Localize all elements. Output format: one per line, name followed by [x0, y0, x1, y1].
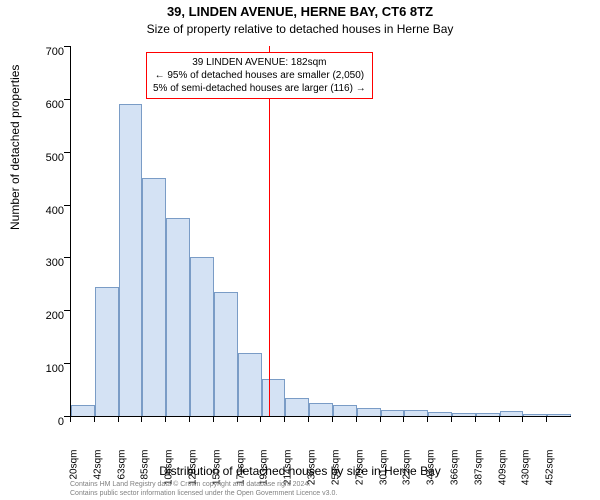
annotation-line-2: ← 95% of detached houses are smaller (2,…	[153, 69, 366, 82]
histogram-bar	[333, 405, 357, 416]
y-tick-label: 100	[30, 363, 64, 375]
x-tick-mark	[332, 416, 333, 422]
x-tick-mark	[70, 416, 71, 422]
y-tick-mark	[64, 310, 70, 311]
x-tick-mark	[94, 416, 95, 422]
x-tick-mark	[284, 416, 285, 422]
histogram-bar	[476, 413, 500, 416]
histogram-bar	[71, 405, 95, 416]
y-tick-label: 700	[30, 46, 64, 58]
y-tick-label: 200	[30, 310, 64, 322]
y-axis-label: Number of detached properties	[8, 65, 22, 230]
y-tick-mark	[64, 99, 70, 100]
y-tick-label: 300	[30, 257, 64, 269]
x-tick-mark	[118, 416, 119, 422]
histogram-bar	[547, 414, 571, 416]
annotation-line-1: 39 LINDEN AVENUE: 182sqm	[153, 56, 366, 69]
histogram-bar	[166, 218, 190, 416]
chart-container: 39, LINDEN AVENUE, HERNE BAY, CT6 8TZ Si…	[0, 0, 600, 500]
x-tick-mark	[499, 416, 500, 422]
y-tick-label: 400	[30, 205, 64, 217]
x-tick-mark	[260, 416, 261, 422]
histogram-bar	[404, 410, 428, 416]
x-tick-mark	[165, 416, 166, 422]
chart-subtitle: Size of property relative to detached ho…	[0, 22, 600, 36]
histogram-bar	[309, 403, 333, 416]
plot-area: 39 LINDEN AVENUE: 182sqm ← 95% of detach…	[70, 46, 571, 417]
histogram-bar	[214, 292, 238, 416]
histogram-bar	[119, 104, 143, 416]
reference-line	[269, 46, 270, 416]
histogram-bar	[285, 398, 309, 417]
histogram-bar	[142, 178, 166, 416]
y-tick-label: 600	[30, 99, 64, 111]
x-tick-mark	[213, 416, 214, 422]
histogram-bar	[381, 410, 405, 416]
x-tick-mark	[356, 416, 357, 422]
x-tick-mark	[189, 416, 190, 422]
histogram-bar	[452, 413, 476, 416]
histogram-bar	[190, 257, 214, 416]
annotation-line-3: 5% of semi-detached houses are larger (1…	[153, 82, 366, 95]
chart-title: 39, LINDEN AVENUE, HERNE BAY, CT6 8TZ	[0, 4, 600, 19]
x-tick-mark	[308, 416, 309, 422]
y-tick-mark	[64, 152, 70, 153]
y-tick-label: 500	[30, 152, 64, 164]
histogram-bar	[500, 411, 524, 416]
y-tick-mark	[64, 257, 70, 258]
y-tick-mark	[64, 363, 70, 364]
histogram-bar	[262, 379, 286, 416]
x-tick-mark	[403, 416, 404, 422]
histogram-bar	[428, 412, 452, 416]
bars-group	[71, 46, 571, 416]
histogram-bar	[238, 353, 262, 416]
annotation-box: 39 LINDEN AVENUE: 182sqm ← 95% of detach…	[146, 52, 373, 99]
histogram-bar	[95, 287, 119, 417]
histogram-bar	[357, 408, 381, 416]
x-tick-mark	[546, 416, 547, 422]
x-tick-mark	[451, 416, 452, 422]
histogram-bar	[523, 414, 547, 416]
y-tick-label: 0	[30, 416, 64, 428]
x-tick-mark	[522, 416, 523, 422]
x-tick-mark	[141, 416, 142, 422]
y-tick-mark	[64, 46, 70, 47]
x-tick-mark	[380, 416, 381, 422]
x-tick-mark	[475, 416, 476, 422]
y-tick-mark	[64, 205, 70, 206]
x-tick-mark	[427, 416, 428, 422]
footer-line-2: Contains public sector information licen…	[70, 490, 337, 498]
footer-attribution: Contains HM Land Registry data © Crown c…	[70, 481, 337, 498]
x-tick-mark	[237, 416, 238, 422]
footer-line-1: Contains HM Land Registry data © Crown c…	[70, 481, 337, 489]
x-axis-label: Distribution of detached houses by size …	[0, 464, 600, 478]
